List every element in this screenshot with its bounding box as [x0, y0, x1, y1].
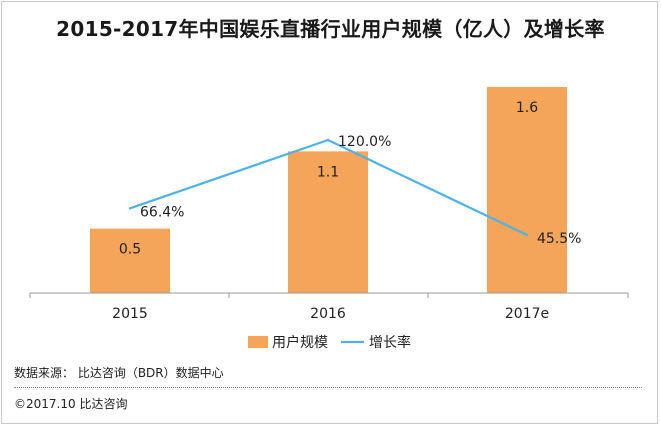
bar-2015 — [90, 228, 170, 293]
chart-title: 2015-2017年中国娱乐直播行业用户规模（亿人）及增长率 — [56, 17, 605, 41]
bar-label-2017e: 1.6 — [516, 100, 538, 116]
legend-bar-swatch — [248, 336, 268, 348]
legend-bar-label: 用户规模 — [272, 334, 328, 351]
x-tick-label-2017e: 2017e — [505, 306, 549, 322]
growth-point-2017e — [525, 233, 529, 237]
legend-line-label: 增长率 — [369, 334, 411, 351]
source-note: 数据来源： 比达咨询（BDR）数据中心 — [14, 366, 224, 380]
x-tick-label-2015: 2015 — [112, 306, 148, 322]
growth-point-2016 — [326, 138, 330, 142]
copyright-note: ©2017.10 比达咨询 — [14, 397, 128, 411]
x-tick-label-2016: 2016 — [310, 306, 346, 322]
growth-label-2017e: 45.5% — [537, 231, 581, 247]
growth-label-2015: 66.4% — [140, 204, 184, 220]
growth-label-2016: 120.0% — [338, 134, 391, 150]
bar-2016 — [288, 151, 368, 293]
growth-point-2015 — [128, 207, 132, 210]
bar-label-2015: 0.5 — [119, 242, 141, 258]
bar-2017e — [487, 87, 567, 293]
bar-label-2016: 1.1 — [317, 164, 339, 180]
footer-divider — [14, 387, 642, 388]
